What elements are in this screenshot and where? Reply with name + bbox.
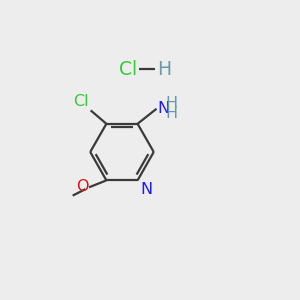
Text: H: H xyxy=(166,106,178,121)
Text: N: N xyxy=(158,101,170,116)
Text: H: H xyxy=(157,60,171,79)
Text: N: N xyxy=(141,182,153,196)
Text: Cl: Cl xyxy=(119,60,138,79)
Text: Cl: Cl xyxy=(73,94,89,110)
Text: H: H xyxy=(166,96,178,111)
Text: O: O xyxy=(76,179,88,194)
